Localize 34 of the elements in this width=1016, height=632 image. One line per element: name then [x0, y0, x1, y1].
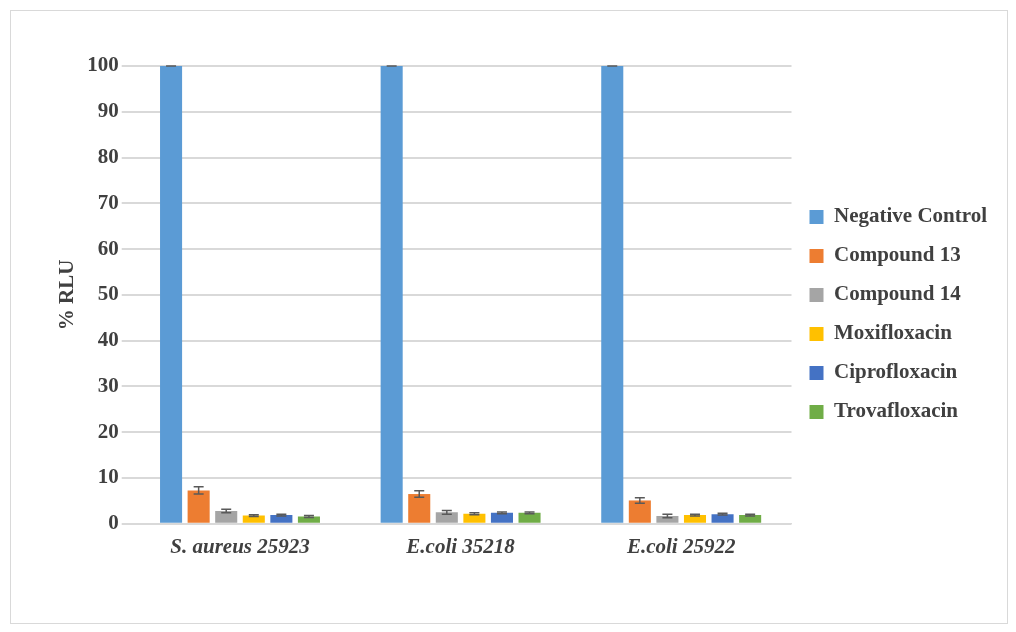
y-tick-label: 70 [97, 189, 119, 214]
legend-label: Compound 13 [834, 242, 961, 267]
y-tick-label: 100 [87, 52, 119, 77]
y-tick-label: 60 [97, 235, 119, 260]
legend-label: Moxifloxacin [834, 320, 953, 345]
bar [297, 516, 320, 523]
y-tick-label: 80 [97, 143, 119, 168]
x-tick-label: S. aureus 25923 [170, 533, 310, 558]
bar [601, 66, 624, 523]
y-tick-label: 20 [97, 418, 119, 443]
bar [628, 500, 651, 523]
bar [215, 510, 238, 523]
bar [187, 490, 210, 523]
y-tick-label: 90 [97, 98, 119, 123]
bar [518, 512, 541, 523]
bar [380, 66, 403, 523]
x-tick-label: E.coli 25922 [625, 533, 736, 558]
y-tick-label: 10 [97, 464, 119, 489]
bar [463, 513, 486, 523]
x-tick-label: E.coli 35218 [405, 533, 516, 558]
y-tick-label: 50 [97, 281, 119, 306]
legend-label: Ciprofloxacin [834, 359, 958, 384]
bar [711, 514, 734, 523]
legend-label: Negative Control [834, 203, 988, 228]
legend-label: Trovafloxacin [834, 398, 959, 423]
bar [490, 512, 513, 523]
y-axis-title: % RLU [54, 259, 79, 331]
bar [408, 494, 431, 523]
bar [435, 512, 458, 523]
bar [160, 66, 183, 523]
y-tick-label: 0 [108, 510, 119, 535]
y-tick-label: 30 [97, 372, 119, 397]
legend-label: Compound 14 [834, 281, 962, 306]
y-tick-label: 40 [97, 327, 119, 352]
